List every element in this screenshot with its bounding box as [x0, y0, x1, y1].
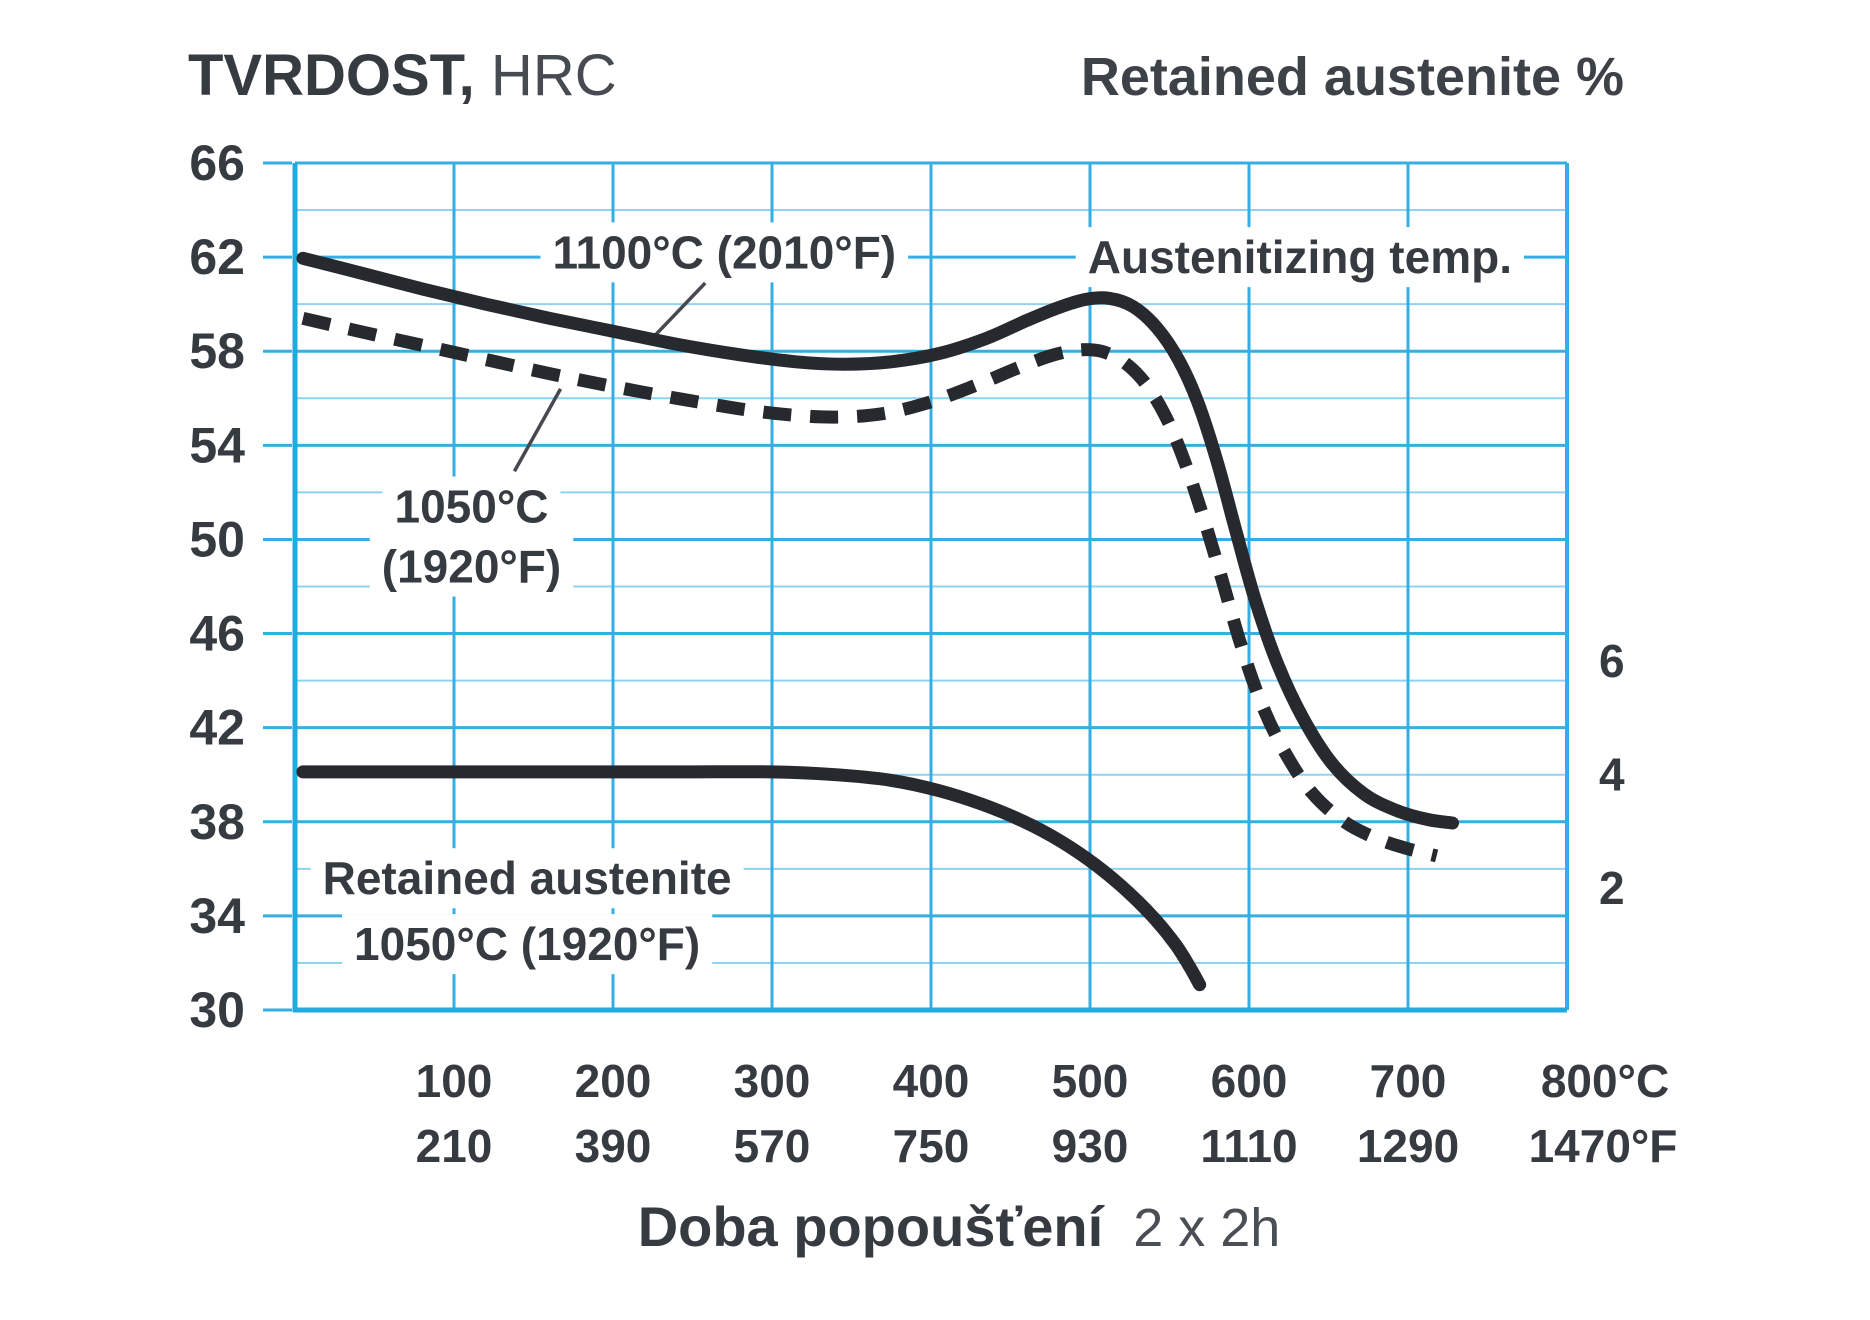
x-tick-label-f-200: 390: [575, 1120, 652, 1172]
x-tick-label-c-800: 800°C: [1541, 1055, 1669, 1107]
ann-retained-mask: [342, 914, 713, 975]
y-left-tick-label-42: 42: [189, 700, 245, 756]
ann-1050-leader: [512, 388, 563, 473]
ann-1050-mask: [369, 536, 574, 597]
y-left-tick-label-50: 50: [189, 511, 245, 567]
y-left-tick-label-38: 38: [189, 794, 245, 850]
x-tick-label-c-100: 100: [416, 1055, 493, 1107]
ann-austenitizing-mask: [1075, 227, 1524, 288]
y-left-tick-label-58: 58: [189, 323, 245, 379]
ann-retained-line1: Retained austenite: [323, 852, 732, 904]
x-tick-label-f-100: 210: [416, 1120, 493, 1172]
x-tick-label-f-800: 1470°F: [1529, 1120, 1678, 1172]
ann-1050-mask: [382, 476, 561, 537]
y-left-tick-label-62: 62: [189, 229, 245, 285]
x-tick-label-c-400: 400: [893, 1055, 970, 1107]
x-tick-label-f-300: 570: [734, 1120, 811, 1172]
x-tick-label-c-700: 700: [1370, 1055, 1447, 1107]
x-axis-caption-detail: 2 x 2h: [1133, 1198, 1281, 1258]
y-right-tick-label-6: 6: [1599, 635, 1625, 687]
x-tick-label-c-300: 300: [734, 1055, 811, 1107]
ann-1100-mask: [540, 222, 909, 283]
left-axis-title: TVRDOST, HRC: [188, 42, 617, 109]
curve-hardness-1050C: [301, 311, 1439, 863]
x-tick-label-c-200: 200: [575, 1055, 652, 1107]
ann-1100-leader: [649, 281, 707, 341]
y-left-tick-label-54: 54: [189, 417, 245, 473]
x-tick-label-f-600: 1110: [1200, 1120, 1297, 1172]
curve-retained-austenite-1050C: [296, 765, 1207, 992]
right-axis-title: Retained austenite %: [1080, 47, 1624, 107]
y-left-tick-label-46: 46: [189, 606, 245, 662]
x-axis-caption-title: Doba popoušťení: [637, 1195, 1104, 1258]
y-left-tick-label-30: 30: [189, 982, 245, 1038]
left-axis-title-unit: HRC: [474, 43, 617, 108]
x-tick-label-f-400: 750: [893, 1120, 970, 1172]
y-right-tick-label-4: 4: [1599, 749, 1625, 801]
ann-1050-line1: 1050°C: [395, 481, 549, 533]
y-left-tick-label-34: 34: [189, 888, 245, 944]
y-left-tick-label-66: 66: [189, 135, 245, 191]
annotations-layer: 1100°C (2010°F) Austenitizing temp. 1050°C…: [310, 222, 1524, 975]
x-axis-caption: Doba popoušťení 2 x 2h: [0, 1194, 1870, 1259]
ann-1100-line1: 1100°C (2010°F): [552, 226, 896, 278]
x-tick-label-c-500: 500: [1052, 1055, 1129, 1107]
ann-retained-line2: 1050°C (1920°F): [354, 918, 700, 970]
x-tick-label-f-700: 1290: [1357, 1120, 1459, 1172]
y-right-tick-label-2: 2: [1599, 862, 1625, 914]
ann-austenitizing-line1: Austenitizing temp.: [1088, 231, 1512, 283]
ann-retained-mask: [310, 848, 744, 909]
left-axis-title-bold: TVRDOST,: [188, 43, 475, 108]
x-tick-label-c-600: 600: [1211, 1055, 1288, 1107]
x-tick-label-f-500: 930: [1052, 1120, 1129, 1172]
ann-1050-line2: (1920°F): [382, 541, 561, 593]
curve-hardness-1100C: [296, 251, 1459, 830]
